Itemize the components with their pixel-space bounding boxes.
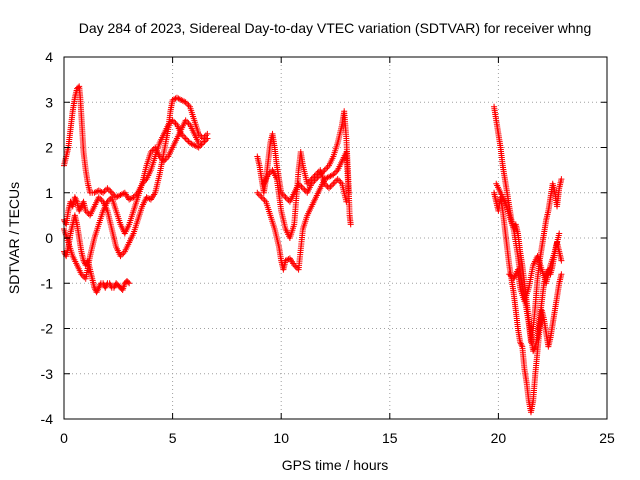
data-point	[334, 176, 341, 183]
data-point	[98, 188, 105, 195]
y-tick-label: 0	[45, 230, 53, 246]
x-axis-label: GPS time / hours	[282, 457, 389, 473]
series-1	[61, 83, 211, 296]
data-point	[343, 198, 350, 205]
data-point	[558, 257, 565, 264]
data-point	[285, 256, 292, 263]
y-tick-label: 2	[45, 140, 53, 156]
data-point	[310, 174, 317, 181]
y-axis-label: SDTVAR / TECUs	[6, 182, 22, 294]
data-point	[201, 138, 208, 145]
data-point	[101, 188, 108, 195]
y-tick-label: -3	[41, 366, 54, 382]
y-tick-label: -2	[41, 321, 54, 337]
data-point	[345, 189, 352, 196]
data-point	[558, 271, 565, 278]
x-tick-label: 25	[599, 430, 615, 446]
y-tick-labels: -4 -3 -2 -1 0 1 2 3 4	[41, 49, 54, 427]
data-point	[169, 117, 176, 124]
y-tick-label: 3	[45, 94, 53, 110]
data-point	[556, 230, 563, 237]
series-2	[254, 108, 354, 273]
data-point	[323, 165, 330, 172]
data-point	[347, 221, 354, 228]
data-point	[283, 195, 290, 202]
data-point	[336, 177, 343, 184]
data-point	[307, 177, 314, 184]
data-point	[325, 185, 332, 192]
data-point	[107, 188, 114, 195]
data-point	[254, 189, 261, 196]
y-tick-label: 1	[45, 185, 53, 201]
x-tick-labels: 0 5 10 15 20 25	[60, 430, 615, 446]
x-tick-label: 0	[60, 430, 68, 446]
data-point	[104, 185, 111, 192]
chart-title: Day 284 of 2023, Sidereal Day-to-day VTE…	[79, 20, 592, 36]
data-point	[120, 190, 127, 197]
y-tick-label: -1	[41, 275, 54, 291]
data-point	[330, 180, 337, 187]
data-point	[314, 170, 321, 177]
data-point	[125, 279, 132, 286]
data-point	[311, 173, 318, 180]
data-point	[182, 135, 189, 142]
data-point	[327, 183, 334, 190]
data-point	[282, 194, 289, 201]
data-point	[202, 136, 209, 143]
data-point	[92, 188, 99, 195]
data-point	[507, 272, 514, 279]
data-point	[75, 84, 82, 91]
data-point	[181, 133, 188, 140]
data-point	[301, 186, 308, 193]
data-point	[105, 186, 112, 193]
data-point	[331, 179, 338, 186]
data-point	[558, 176, 565, 183]
data-point	[204, 135, 211, 142]
data-point	[255, 191, 262, 198]
data-point	[299, 185, 306, 192]
data-point	[184, 136, 191, 143]
x-tick-label: 5	[169, 430, 177, 446]
x-tick-label: 15	[382, 430, 398, 446]
data-point	[146, 195, 153, 202]
data-point	[126, 280, 133, 287]
x-tick-label: 20	[491, 430, 507, 446]
data-points	[61, 83, 565, 416]
x-tick-label: 10	[273, 430, 289, 446]
data-point	[194, 143, 201, 150]
data-point	[298, 183, 305, 190]
data-point	[257, 192, 264, 199]
y-tick-label: 4	[45, 49, 53, 65]
y-tick-label: -4	[41, 411, 54, 427]
data-point	[260, 195, 267, 202]
data-point	[328, 182, 335, 189]
axis-ticks	[63, 56, 608, 420]
series-3	[491, 103, 565, 416]
